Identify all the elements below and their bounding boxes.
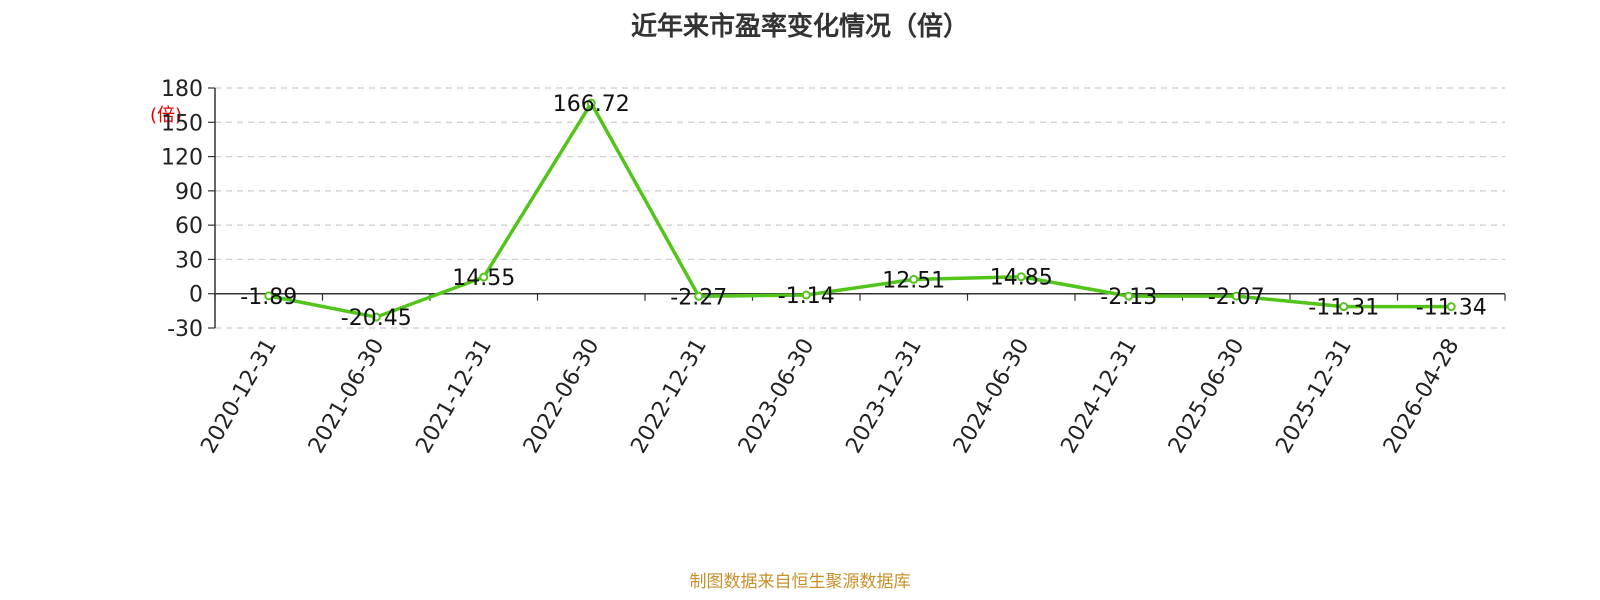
x-tick-label: 2024-12-31 <box>1056 335 1142 458</box>
data-label: 166.72 <box>553 92 630 117</box>
data-point <box>479 272 489 282</box>
data-label: 14.55 <box>452 266 515 291</box>
data-point <box>801 290 811 300</box>
data-label: 14.85 <box>990 266 1053 291</box>
data-point <box>1016 272 1026 282</box>
x-tick-label: 2022-12-31 <box>626 335 712 458</box>
data-source-note: 制图数据来自恒生聚源数据库 <box>689 572 911 592</box>
data-label: 12.51 <box>882 268 945 293</box>
data-label: -11.34 <box>1416 296 1487 321</box>
y-tick-label: 120 <box>161 146 203 171</box>
y-tick-label: 180 <box>161 77 203 102</box>
data-label: -11.31 <box>1308 296 1379 321</box>
x-tick-label: 2025-06-30 <box>1164 335 1250 458</box>
data-point <box>264 291 274 301</box>
y-tick-label: 90 <box>175 180 203 205</box>
y-tick-label: 0 <box>189 283 203 308</box>
x-tick-label: 2021-12-31 <box>411 335 497 458</box>
x-tick-label: 2022-06-30 <box>519 335 605 458</box>
series-line <box>268 101 1452 319</box>
x-tick-label: 2023-06-30 <box>734 335 820 458</box>
data-point <box>694 291 704 301</box>
data-label: -1.14 <box>778 284 835 309</box>
y-tick-label: 30 <box>175 248 203 273</box>
data-label: -2.13 <box>1100 285 1157 310</box>
data-point <box>371 312 381 322</box>
data-point <box>1124 291 1134 301</box>
x-tick-label: 2021-06-30 <box>304 335 390 458</box>
data-point <box>1339 302 1349 312</box>
x-tick-label: 2024-06-30 <box>949 335 1035 458</box>
data-label: -2.27 <box>670 285 727 310</box>
data-point <box>1231 291 1241 301</box>
y-tick-label: 150 <box>161 111 203 136</box>
x-tick-label: 2026-04-28 <box>1379 335 1465 458</box>
x-tick-label: 2020-12-31 <box>196 335 282 458</box>
x-tick-label: 2023-12-31 <box>841 335 927 458</box>
data-label: -20.45 <box>341 306 412 331</box>
chart-title: 近年来市盈率变化情况（倍） <box>630 12 969 42</box>
data-point <box>1446 302 1456 312</box>
x-tick-label: 2025-12-31 <box>1271 335 1357 458</box>
data-label: -1.89 <box>240 285 297 310</box>
y-tick-label: -30 <box>167 317 203 342</box>
data-point <box>909 274 919 284</box>
y-tick-label: 60 <box>175 214 203 239</box>
data-point <box>586 98 596 108</box>
data-label: -2.07 <box>1208 285 1265 310</box>
